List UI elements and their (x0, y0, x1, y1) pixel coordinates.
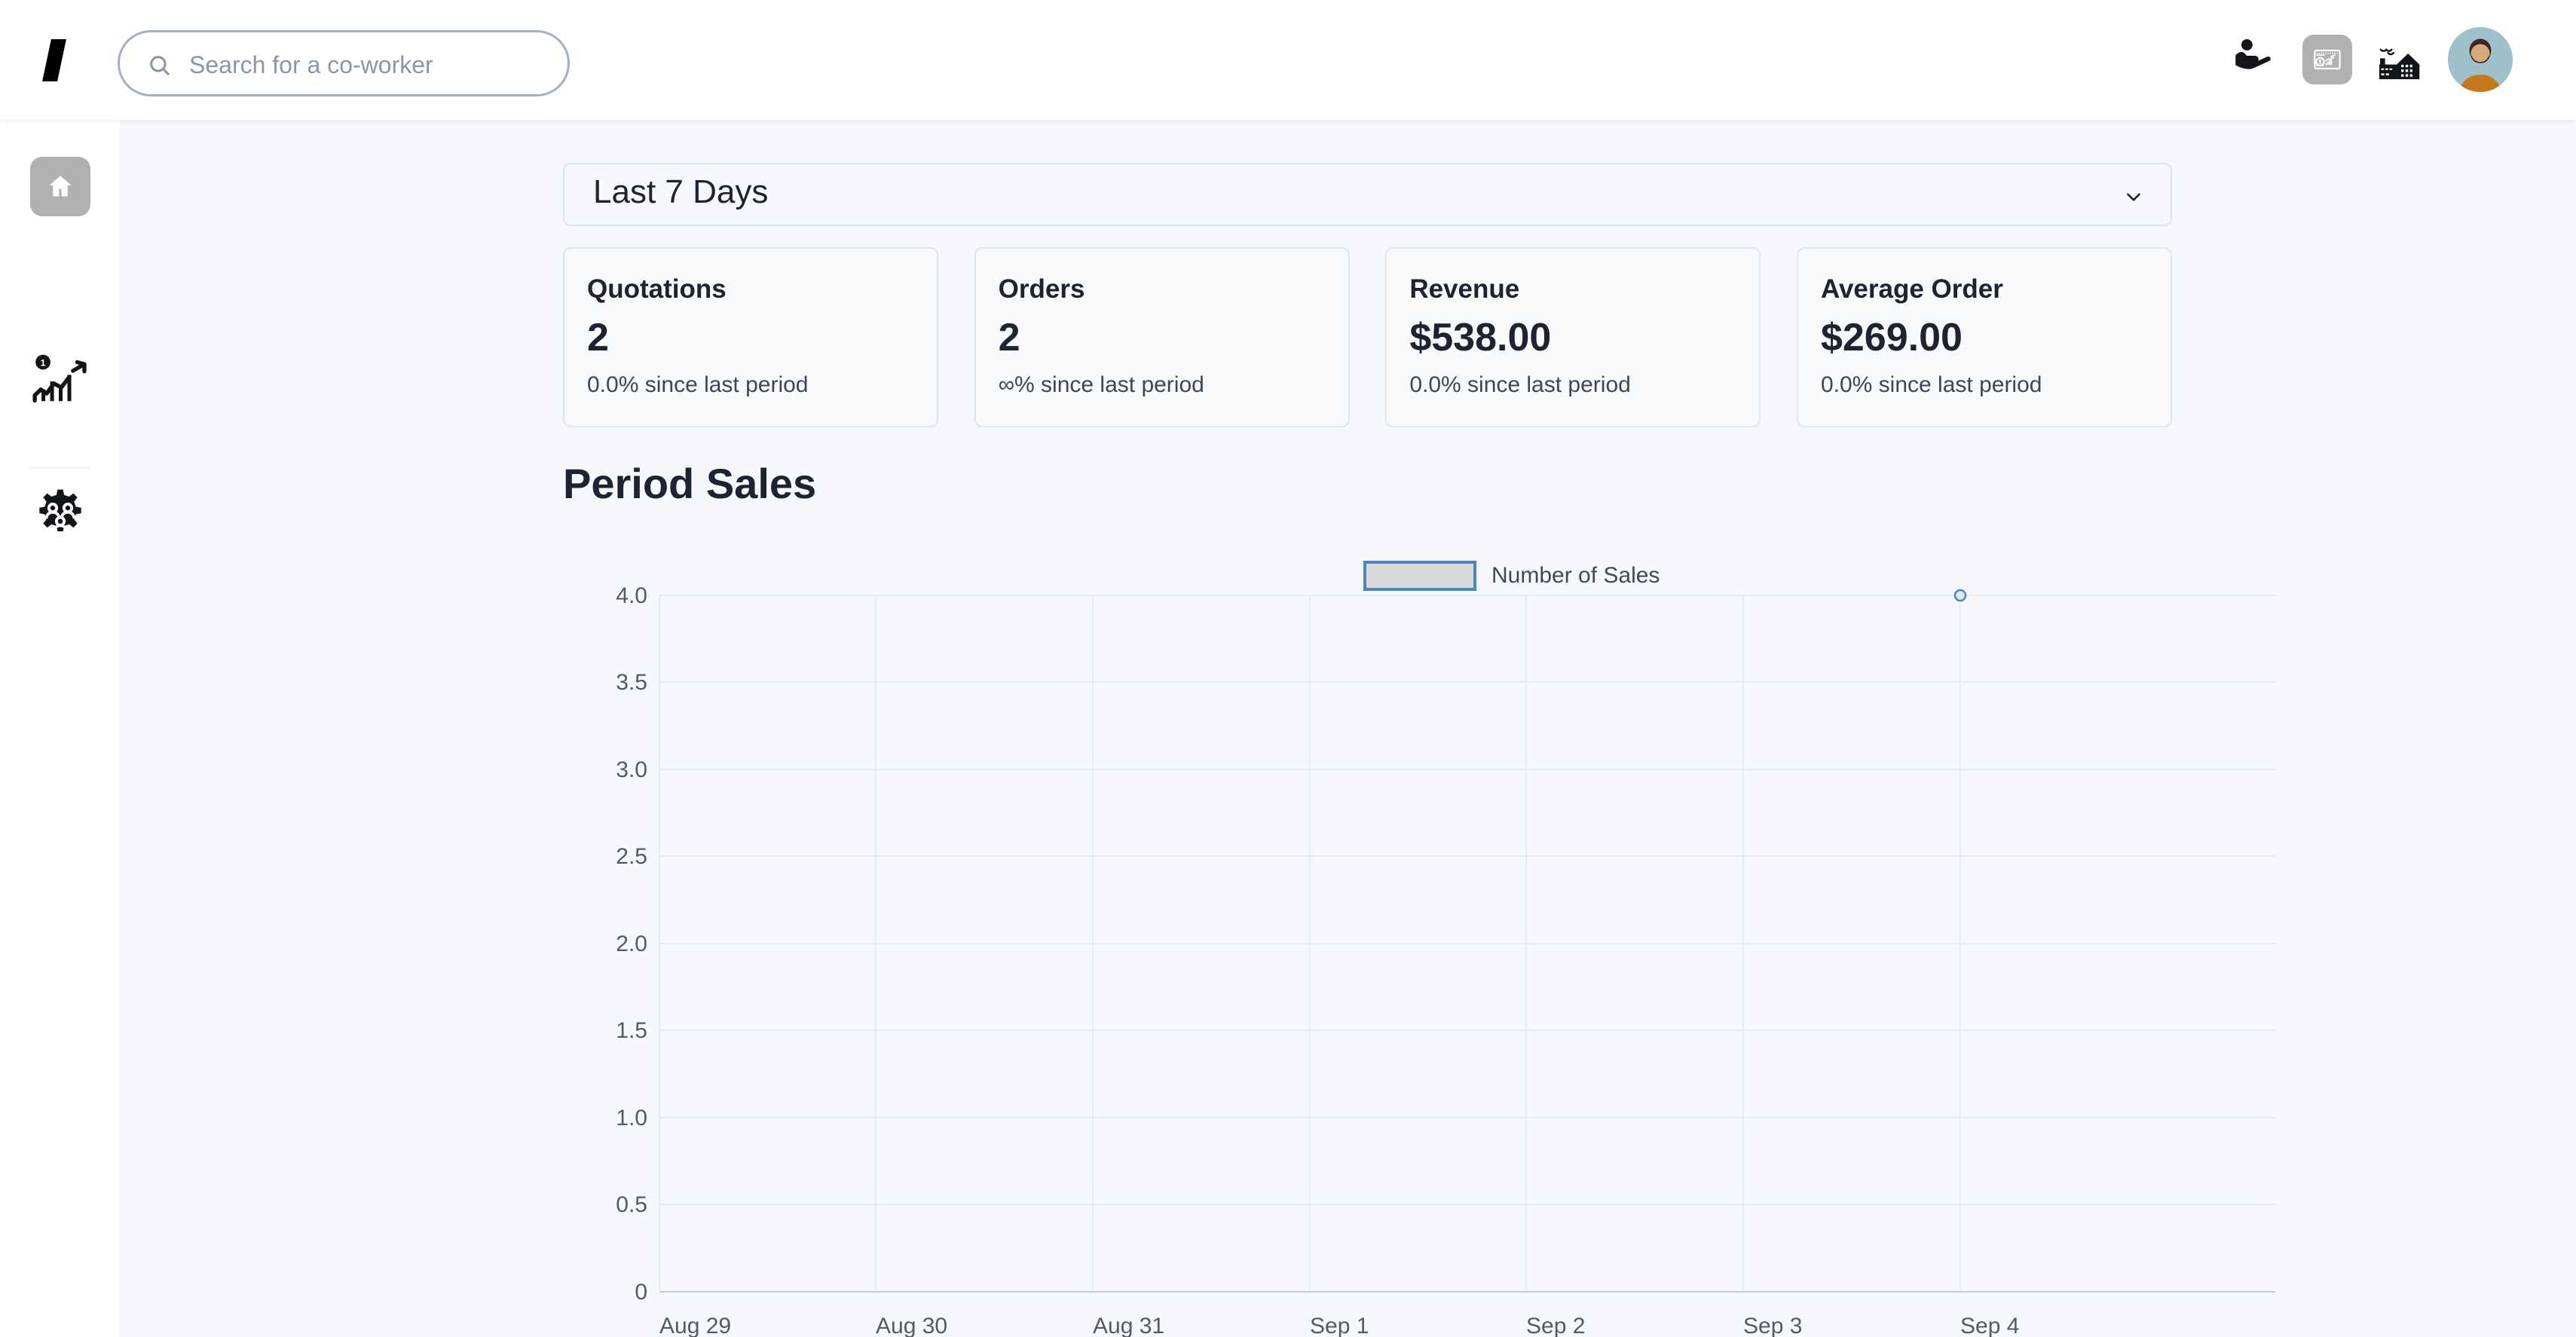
svg-text:Sep 3: Sep 3 (1743, 1314, 1802, 1337)
svg-text:2.5: 2.5 (616, 844, 647, 869)
svg-text:3.5: 3.5 (616, 670, 647, 695)
svg-text:Sep 2: Sep 2 (1526, 1314, 1585, 1337)
svg-text:Sep 1: Sep 1 (1310, 1314, 1369, 1337)
svg-text:3.0: 3.0 (616, 757, 647, 782)
svg-text:0: 0 (635, 1280, 647, 1305)
svg-text:Aug 29: Aug 29 (659, 1314, 731, 1337)
svg-text:2.0: 2.0 (616, 932, 647, 956)
svg-text:Aug 30: Aug 30 (876, 1314, 947, 1337)
svg-text:Sep 4: Sep 4 (1960, 1314, 2019, 1337)
svg-text:1.5: 1.5 (616, 1018, 647, 1043)
svg-text:4.0: 4.0 (616, 583, 647, 608)
svg-text:1: 1 (41, 358, 46, 369)
svg-text:Aug 31: Aug 31 (1093, 1314, 1164, 1337)
svg-text:0.5: 0.5 (616, 1192, 647, 1217)
svg-text:1.0: 1.0 (616, 1106, 647, 1130)
